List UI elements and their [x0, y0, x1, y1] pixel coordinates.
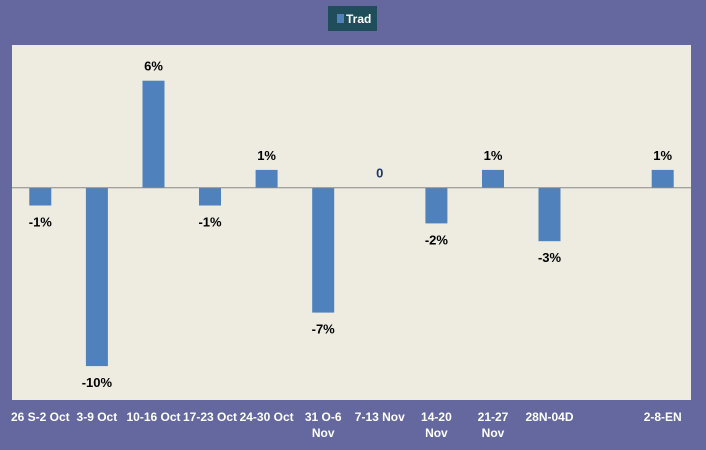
- x-tick-label: 28N-04D: [525, 410, 573, 424]
- x-tick-label: 3-9 Oct: [77, 410, 118, 424]
- x-tick-label: 7-13 Nov: [355, 410, 405, 424]
- bar: [538, 187, 561, 242]
- x-tick-label: Nov: [425, 426, 448, 440]
- data-label: 1%: [653, 148, 672, 163]
- bar: [142, 80, 165, 188]
- x-tick-label: 2-8-EN: [644, 410, 682, 424]
- legend: Trad: [328, 6, 377, 31]
- x-tick-label: Nov: [312, 426, 335, 440]
- bar: [651, 169, 674, 188]
- bar: [482, 169, 504, 188]
- data-label: 1%: [484, 148, 503, 163]
- legend-label: Trad: [346, 12, 371, 26]
- data-label: -3%: [538, 250, 562, 265]
- legend-swatch: [337, 14, 344, 23]
- data-label: 0: [376, 166, 383, 181]
- bar: [199, 187, 221, 206]
- bar: [425, 187, 448, 224]
- data-label: 1%: [257, 148, 276, 163]
- x-tick-label: 24-30 Oct: [240, 410, 294, 424]
- x-tick-label: Nov: [482, 426, 505, 440]
- bar: [29, 187, 52, 206]
- x-tick-label: 26 S-2 Oct: [11, 410, 70, 424]
- plot-area: [12, 45, 691, 400]
- bars: [29, 80, 674, 367]
- data-label: -2%: [425, 232, 449, 247]
- x-tick-label: 21-27: [478, 410, 509, 424]
- x-tick-labels: 26 S-2 Oct 3-9 Oct 10-16 Oct 17-23 Oct 24-30…: [11, 410, 682, 440]
- x-tick-label: 31 O-6: [305, 410, 342, 424]
- data-label: -10%: [82, 375, 113, 390]
- data-label: 6%: [144, 59, 163, 74]
- x-tick-label: 10-16 Oct: [126, 410, 180, 424]
- bar: [255, 169, 278, 188]
- legend-box: [328, 6, 377, 31]
- data-labels: -1% -10% 6% -1% 1% -7% 0 -2% 1% -3% 1%: [29, 59, 673, 390]
- data-label: -1%: [29, 215, 53, 230]
- x-tick-label: 17-23 Oct: [183, 410, 237, 424]
- bar: [85, 187, 108, 367]
- data-label: -1%: [198, 215, 222, 230]
- data-label: -7%: [312, 322, 336, 337]
- x-tick-label: 14-20: [421, 410, 452, 424]
- bar: [312, 187, 335, 313]
